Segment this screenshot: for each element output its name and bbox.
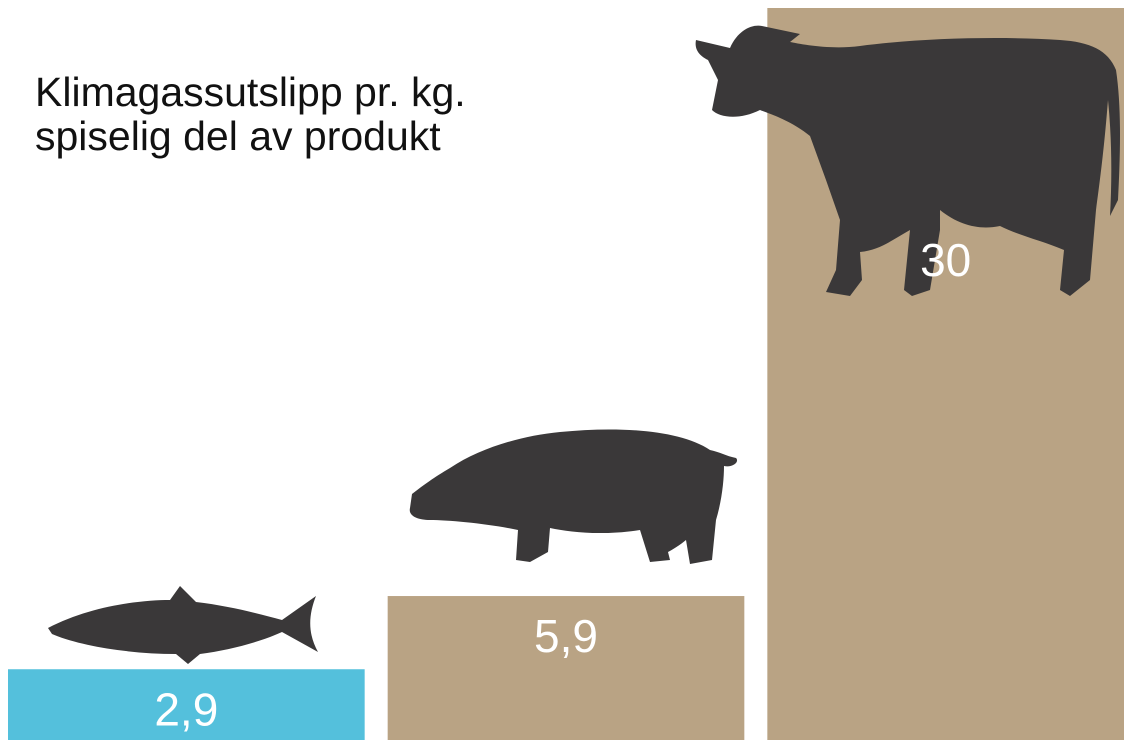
chart-title: Klimagassutslipp pr. kg. spiselig del av… bbox=[35, 69, 466, 159]
bar bbox=[8, 669, 365, 740]
pig-icon bbox=[409, 429, 738, 564]
fish-icon bbox=[48, 586, 318, 664]
value-label: 5,9 bbox=[534, 610, 598, 662]
silhouettes bbox=[48, 25, 1120, 664]
cow-icon bbox=[695, 25, 1120, 296]
bar bbox=[387, 596, 745, 740]
value-label: 2,9 bbox=[154, 683, 218, 735]
value-label: 30 bbox=[920, 234, 971, 286]
